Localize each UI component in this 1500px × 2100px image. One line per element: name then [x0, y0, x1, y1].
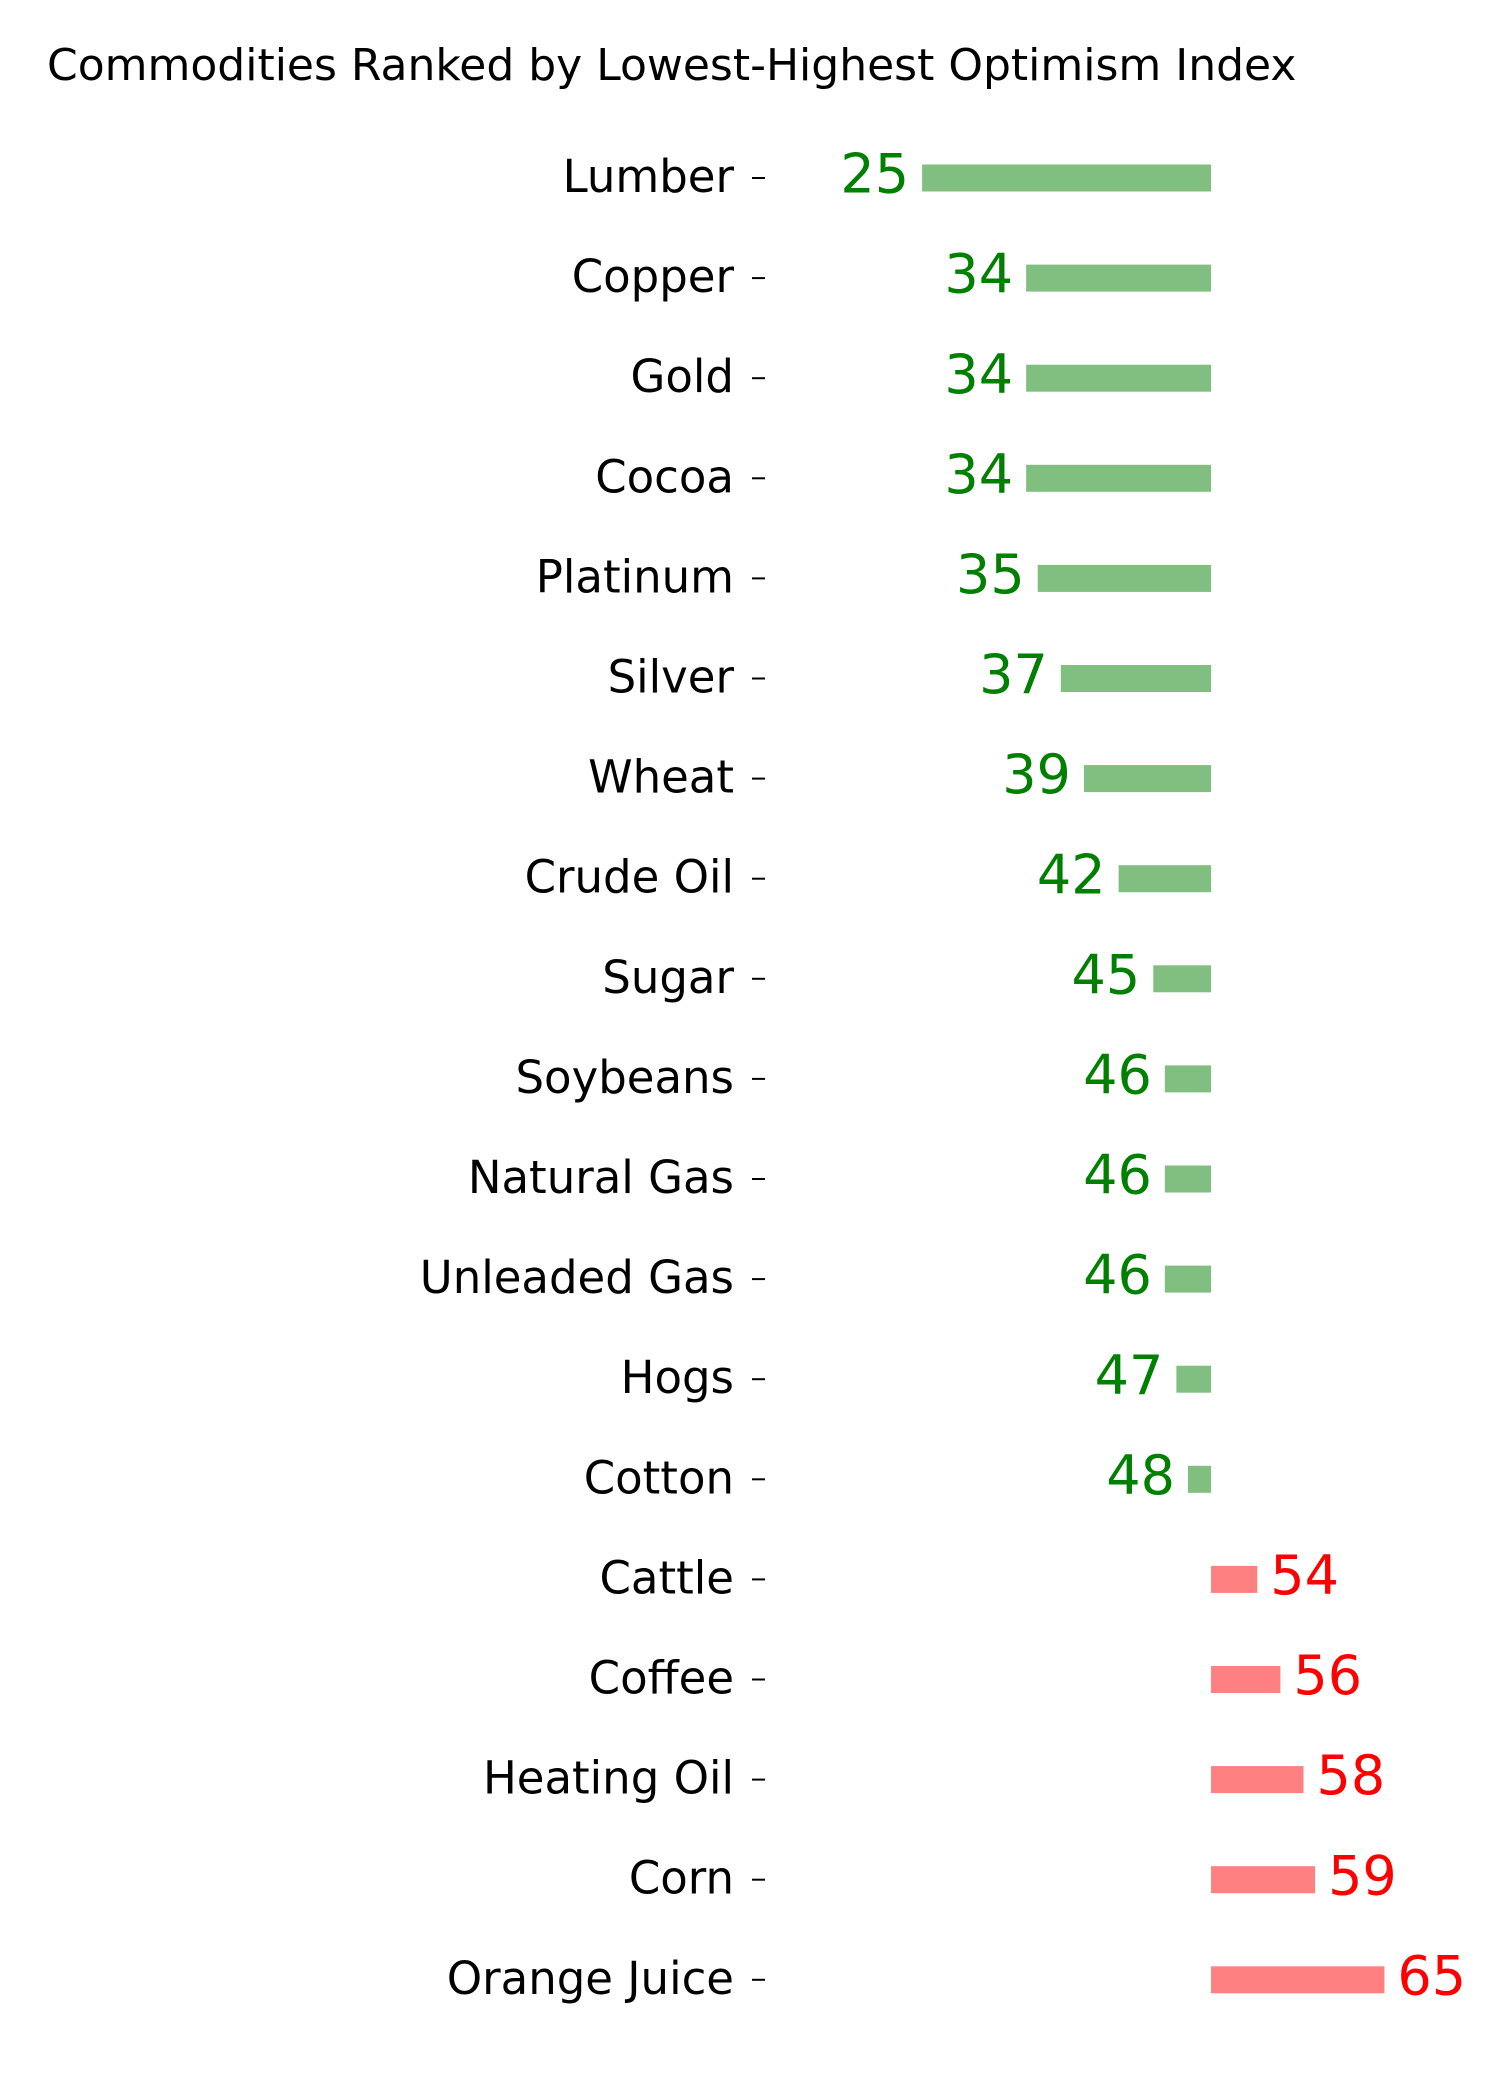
chart-title: Commodities Ranked by Lowest-Highest Opt… — [47, 40, 1296, 91]
y-tick-label: Silver — [608, 651, 735, 704]
value-label: 35 — [956, 543, 1025, 606]
value-label: 25 — [840, 143, 909, 206]
y-tick-label: Cotton — [584, 1451, 734, 1504]
y-tick-label: Gold — [631, 350, 734, 403]
value-label: 46 — [1083, 1144, 1152, 1207]
bar — [1118, 865, 1212, 893]
bar — [1164, 1165, 1212, 1193]
bar — [1211, 1866, 1316, 1894]
y-tick-label: Platinum — [536, 550, 734, 603]
y-tick-label: Cattle — [600, 1551, 734, 1604]
bar — [922, 164, 1212, 192]
y-tick-label: Wheat — [588, 751, 734, 804]
bar — [1026, 264, 1212, 292]
value-label: 58 — [1317, 1744, 1386, 1807]
y-tick-label: Heating Oil — [483, 1752, 734, 1805]
bar — [1211, 1966, 1385, 1994]
bar — [1026, 364, 1212, 392]
y-tick-label: Unleaded Gas — [420, 1251, 734, 1304]
bar — [1083, 765, 1212, 793]
y-tick-label: Copper — [572, 250, 735, 303]
bar — [1153, 965, 1212, 993]
y-tick-label: Orange Juice — [447, 1952, 734, 2005]
y-tick-label: Cocoa — [595, 450, 734, 503]
y-tick-label: Natural Gas — [468, 1151, 734, 1204]
bar — [1164, 1265, 1212, 1293]
bar — [1211, 1666, 1281, 1693]
bar — [1164, 1065, 1212, 1093]
value-label: 65 — [1397, 1944, 1466, 2007]
value-label: 46 — [1083, 1044, 1152, 1107]
bar — [1176, 1365, 1212, 1393]
value-label: 46 — [1083, 1244, 1152, 1307]
bar — [1187, 1465, 1212, 1493]
value-label: 39 — [1002, 743, 1071, 806]
value-label: 59 — [1328, 1844, 1397, 1907]
y-tick-label: Corn — [629, 1852, 734, 1905]
value-label: 34 — [944, 343, 1013, 406]
y-tick-label: Sugar — [602, 951, 734, 1004]
y-tick-label: Soybeans — [515, 1051, 734, 1104]
value-label: 56 — [1293, 1644, 1362, 1707]
bar — [1060, 665, 1212, 692]
value-label: 37 — [979, 643, 1048, 706]
y-tick-label: Lumber — [563, 150, 735, 203]
bar — [1211, 1565, 1258, 1593]
y-tick-label: Hogs — [621, 1351, 734, 1404]
value-label: 34 — [944, 443, 1013, 506]
value-label: 45 — [1072, 943, 1141, 1006]
value-label: 47 — [1095, 1344, 1164, 1407]
value-label: 34 — [944, 243, 1013, 306]
value-label: 54 — [1270, 1544, 1339, 1607]
bar — [1037, 564, 1212, 592]
value-label: 48 — [1106, 1444, 1175, 1507]
y-tick-label: Crude Oil — [525, 851, 734, 904]
y-tick-label: Coffee — [589, 1652, 734, 1705]
bar — [1026, 464, 1212, 492]
value-label: 42 — [1037, 843, 1106, 906]
bar — [1211, 1766, 1304, 1794]
